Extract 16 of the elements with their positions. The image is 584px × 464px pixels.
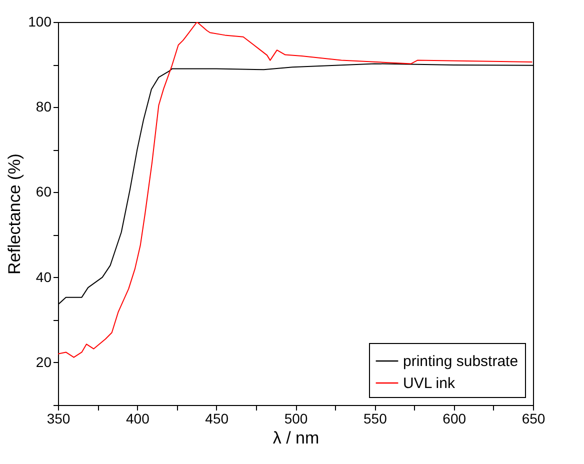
x-tick-label: 600 xyxy=(442,410,466,426)
y-tick-label: 20 xyxy=(36,354,52,370)
x-tick-label: 450 xyxy=(205,410,229,426)
x-tick-label: 350 xyxy=(46,410,70,426)
y-tick-label: 40 xyxy=(36,268,52,285)
x-axis-title: λ / nm xyxy=(272,428,320,448)
y-axis-title: Reflectance (%) xyxy=(5,154,24,274)
x-tick-label: 500 xyxy=(284,410,308,426)
y-tick-label: 60 xyxy=(36,184,52,200)
legend-label: printing substrate xyxy=(403,353,518,370)
y-tick-label: 100 xyxy=(28,14,52,30)
x-tick-label: 550 xyxy=(363,410,388,426)
x-tick-label: 650 xyxy=(522,410,546,426)
legend-label: UVL ink xyxy=(403,375,456,392)
y-tick-label: 80 xyxy=(36,98,52,115)
x-tick-label: 400 xyxy=(126,410,150,426)
